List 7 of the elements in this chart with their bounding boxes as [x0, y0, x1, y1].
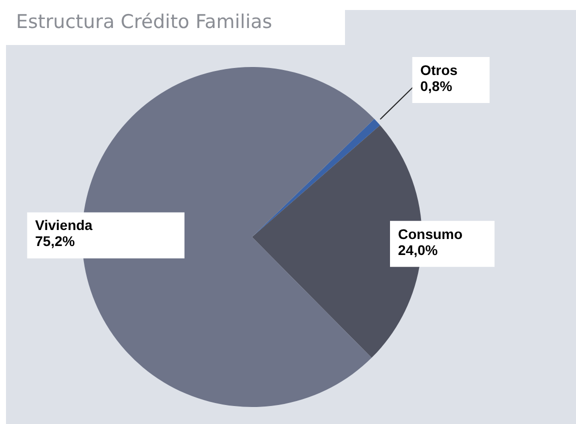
slice-label: Vivienda [35, 217, 93, 234]
slice-label: Otros [420, 62, 458, 78]
data-label: 24,0% [398, 242, 438, 258]
chart-title: Estructura Crédito Familias [0, 0, 345, 45]
data-label: 0,8% [420, 78, 453, 94]
data-label: 75,2% [35, 233, 76, 250]
slice-label: Consumo [398, 226, 463, 242]
